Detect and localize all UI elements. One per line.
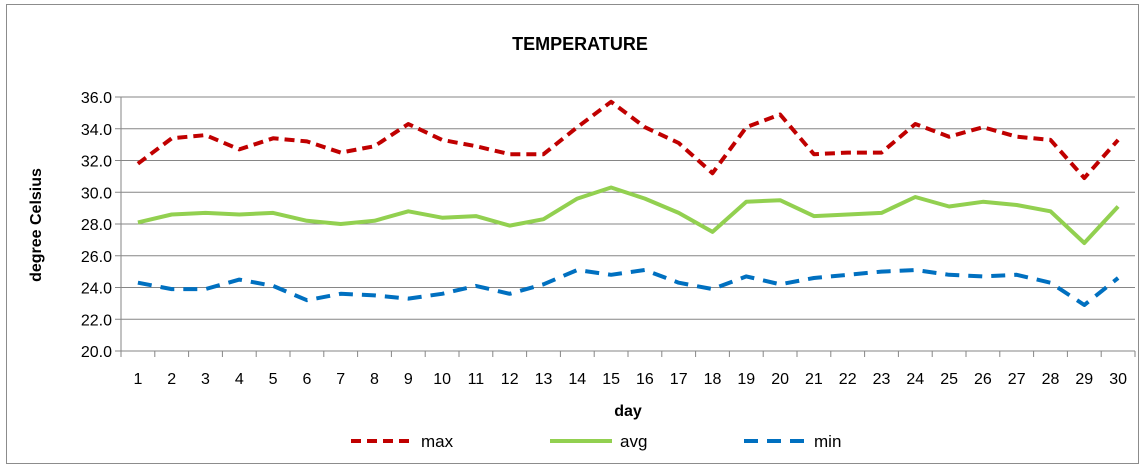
- x-tick-label: 24: [906, 371, 924, 388]
- series-line-avg: [137, 185, 1120, 245]
- x-tick-label: 25: [940, 371, 958, 388]
- series-line-min: [137, 268, 1120, 307]
- x-tick-label: 9: [404, 371, 413, 388]
- x-tick-label: 15: [602, 371, 620, 388]
- chart-frame: [6, 4, 1139, 464]
- y-tick-label: 20.0: [81, 344, 112, 361]
- legend-label-min: min: [814, 432, 841, 451]
- x-tick-label: 13: [535, 371, 553, 388]
- x-tick-label: 19: [737, 371, 755, 388]
- x-tick-label: 12: [501, 371, 519, 388]
- y-tick-label: 32.0: [81, 154, 112, 171]
- x-tick-label: 27: [1008, 371, 1026, 388]
- series-line-max: [136, 99, 1120, 180]
- legend-label-avg: avg: [620, 432, 647, 451]
- legend: max avg min: [351, 432, 841, 451]
- legend-label-max: max: [421, 432, 454, 451]
- x-tick-label: 29: [1075, 371, 1093, 388]
- x-tick-label: 8: [370, 371, 379, 388]
- temperature-chart: TEMPERATURE 20.0 22.0 24.0 26.0 28.0 30.0 32.0…: [28, 34, 1136, 451]
- x-tick-labels: 1 2 3 4 5 6 7 8 9 10 11 12 13 14 15 16 17 18 19 20 21 22 23 24 2…: [133, 371, 1127, 388]
- x-tick-label: 1: [133, 371, 142, 388]
- y-tick-label: 36.0: [81, 90, 112, 107]
- y-axis-title: degree Celsius: [28, 168, 45, 282]
- x-tick-label: 7: [336, 371, 345, 388]
- x-tick-label: 28: [1042, 371, 1060, 388]
- axes: [115, 96, 1136, 357]
- x-tick-label: 14: [568, 371, 586, 388]
- gridlines: [121, 96, 1135, 320]
- x-tick-label: 21: [805, 371, 823, 388]
- x-tick-label: 30: [1109, 371, 1127, 388]
- y-tick-label: 34.0: [81, 122, 112, 139]
- x-tick-label: 4: [235, 371, 244, 388]
- y-tick-label: 24.0: [81, 281, 112, 298]
- x-tick-label: 23: [873, 371, 891, 388]
- x-tick-label: 18: [704, 371, 722, 388]
- chart-title: TEMPERATURE: [512, 34, 648, 54]
- y-tick-label: 28.0: [81, 217, 112, 234]
- x-tick-label: 22: [839, 371, 857, 388]
- x-tick-label: 5: [269, 371, 278, 388]
- x-tick-label: 16: [636, 371, 654, 388]
- x-tick-label: 17: [670, 371, 688, 388]
- x-tick-label: 6: [302, 371, 311, 388]
- x-tick-label: 20: [771, 371, 789, 388]
- y-tick-label: 26.0: [81, 249, 112, 266]
- x-tick-label: 10: [433, 371, 451, 388]
- x-tick-label: 26: [974, 371, 992, 388]
- x-tick-label: 2: [167, 371, 176, 388]
- x-axis-title: day: [614, 403, 642, 420]
- y-tick-labels: 20.0 22.0 24.0 26.0 28.0 30.0 32.0 34.0 36.0: [81, 90, 112, 361]
- y-tick-label: 30.0: [81, 185, 112, 202]
- y-tick-label: 22.0: [81, 312, 112, 329]
- x-tick-label: 11: [468, 371, 485, 388]
- series-lines: [136, 99, 1120, 307]
- x-tick-label: 3: [201, 371, 210, 388]
